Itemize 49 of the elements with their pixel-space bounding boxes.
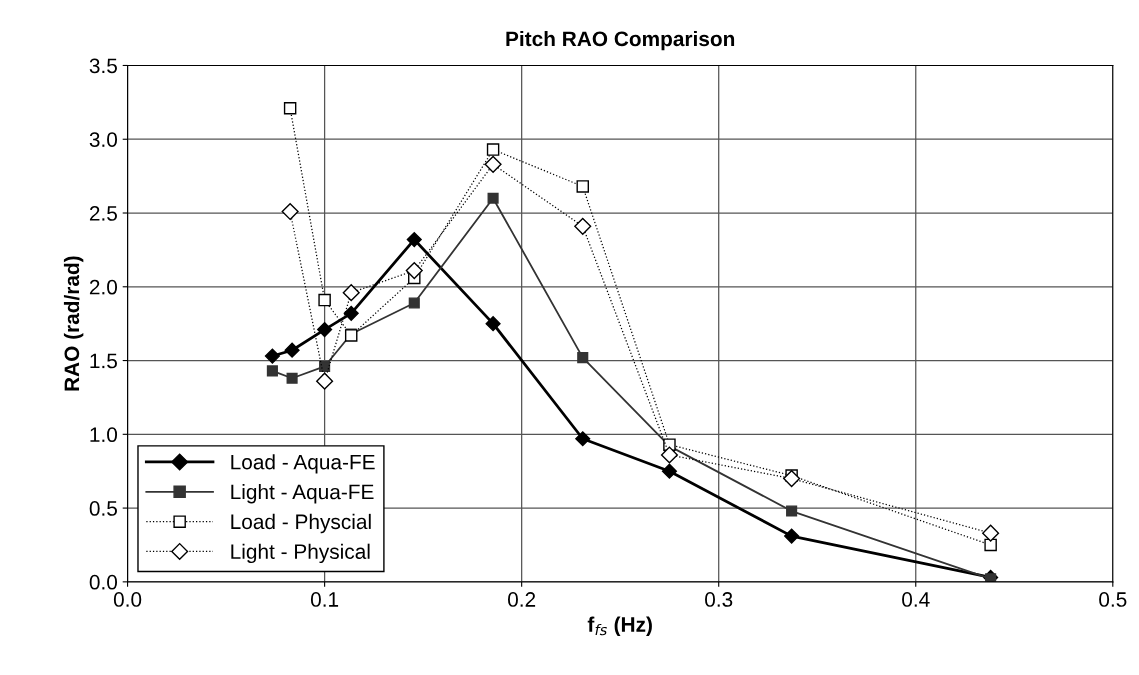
point <box>283 102 297 115</box>
x-tick-label: 0.2 <box>508 592 536 607</box>
legend-label: Light - Physical <box>231 543 370 564</box>
point <box>405 261 423 280</box>
point <box>342 284 360 302</box>
point <box>485 316 501 332</box>
point <box>284 342 300 358</box>
point <box>575 431 591 447</box>
legend-label: Light - Aqua-FE <box>231 484 374 504</box>
point <box>660 446 678 464</box>
point <box>286 372 298 384</box>
point <box>316 372 334 390</box>
point <box>484 155 502 173</box>
point <box>406 231 422 248</box>
x-axis-title: f$_{fs}$ (Hz) <box>587 616 652 636</box>
legend-label: Load - Physcial <box>231 513 371 534</box>
y-tick-label: 3.5 <box>89 58 117 74</box>
y-tick-label: 1.5 <box>90 353 117 369</box>
point <box>317 321 333 338</box>
y-tick-label: 0.5 <box>89 501 117 516</box>
x-tick-label: 0.5 <box>1099 592 1127 607</box>
point <box>318 293 331 307</box>
chart-title: Pitch RAO Comparison <box>506 30 735 51</box>
point <box>577 352 589 364</box>
point <box>343 305 359 321</box>
legend-label: Load - Aqua-FE <box>231 454 375 474</box>
point <box>408 297 420 309</box>
point <box>486 143 500 156</box>
point <box>783 470 801 488</box>
y-axis-title: RAO (rad/rad) <box>63 256 84 391</box>
point <box>487 192 499 204</box>
point <box>784 528 800 544</box>
point <box>266 365 278 377</box>
point <box>264 348 280 364</box>
point <box>786 505 798 517</box>
x-tick-label: 0.4 <box>902 592 930 607</box>
y-tick-label: 3.0 <box>89 132 118 147</box>
x-tick-label: 0.3 <box>705 592 733 607</box>
point <box>319 360 331 373</box>
point <box>982 524 1000 542</box>
y-tick-label: 2.5 <box>89 206 117 221</box>
x-tick-label: 0.0 <box>113 592 142 607</box>
y-tick-label: 0.0 <box>89 574 118 590</box>
y-tick-label: 1.0 <box>90 427 118 443</box>
point <box>661 463 678 479</box>
x-tick-label: 0.1 <box>310 592 339 607</box>
point <box>574 217 592 235</box>
point <box>281 202 299 221</box>
y-tick-label: 2.0 <box>89 279 118 295</box>
